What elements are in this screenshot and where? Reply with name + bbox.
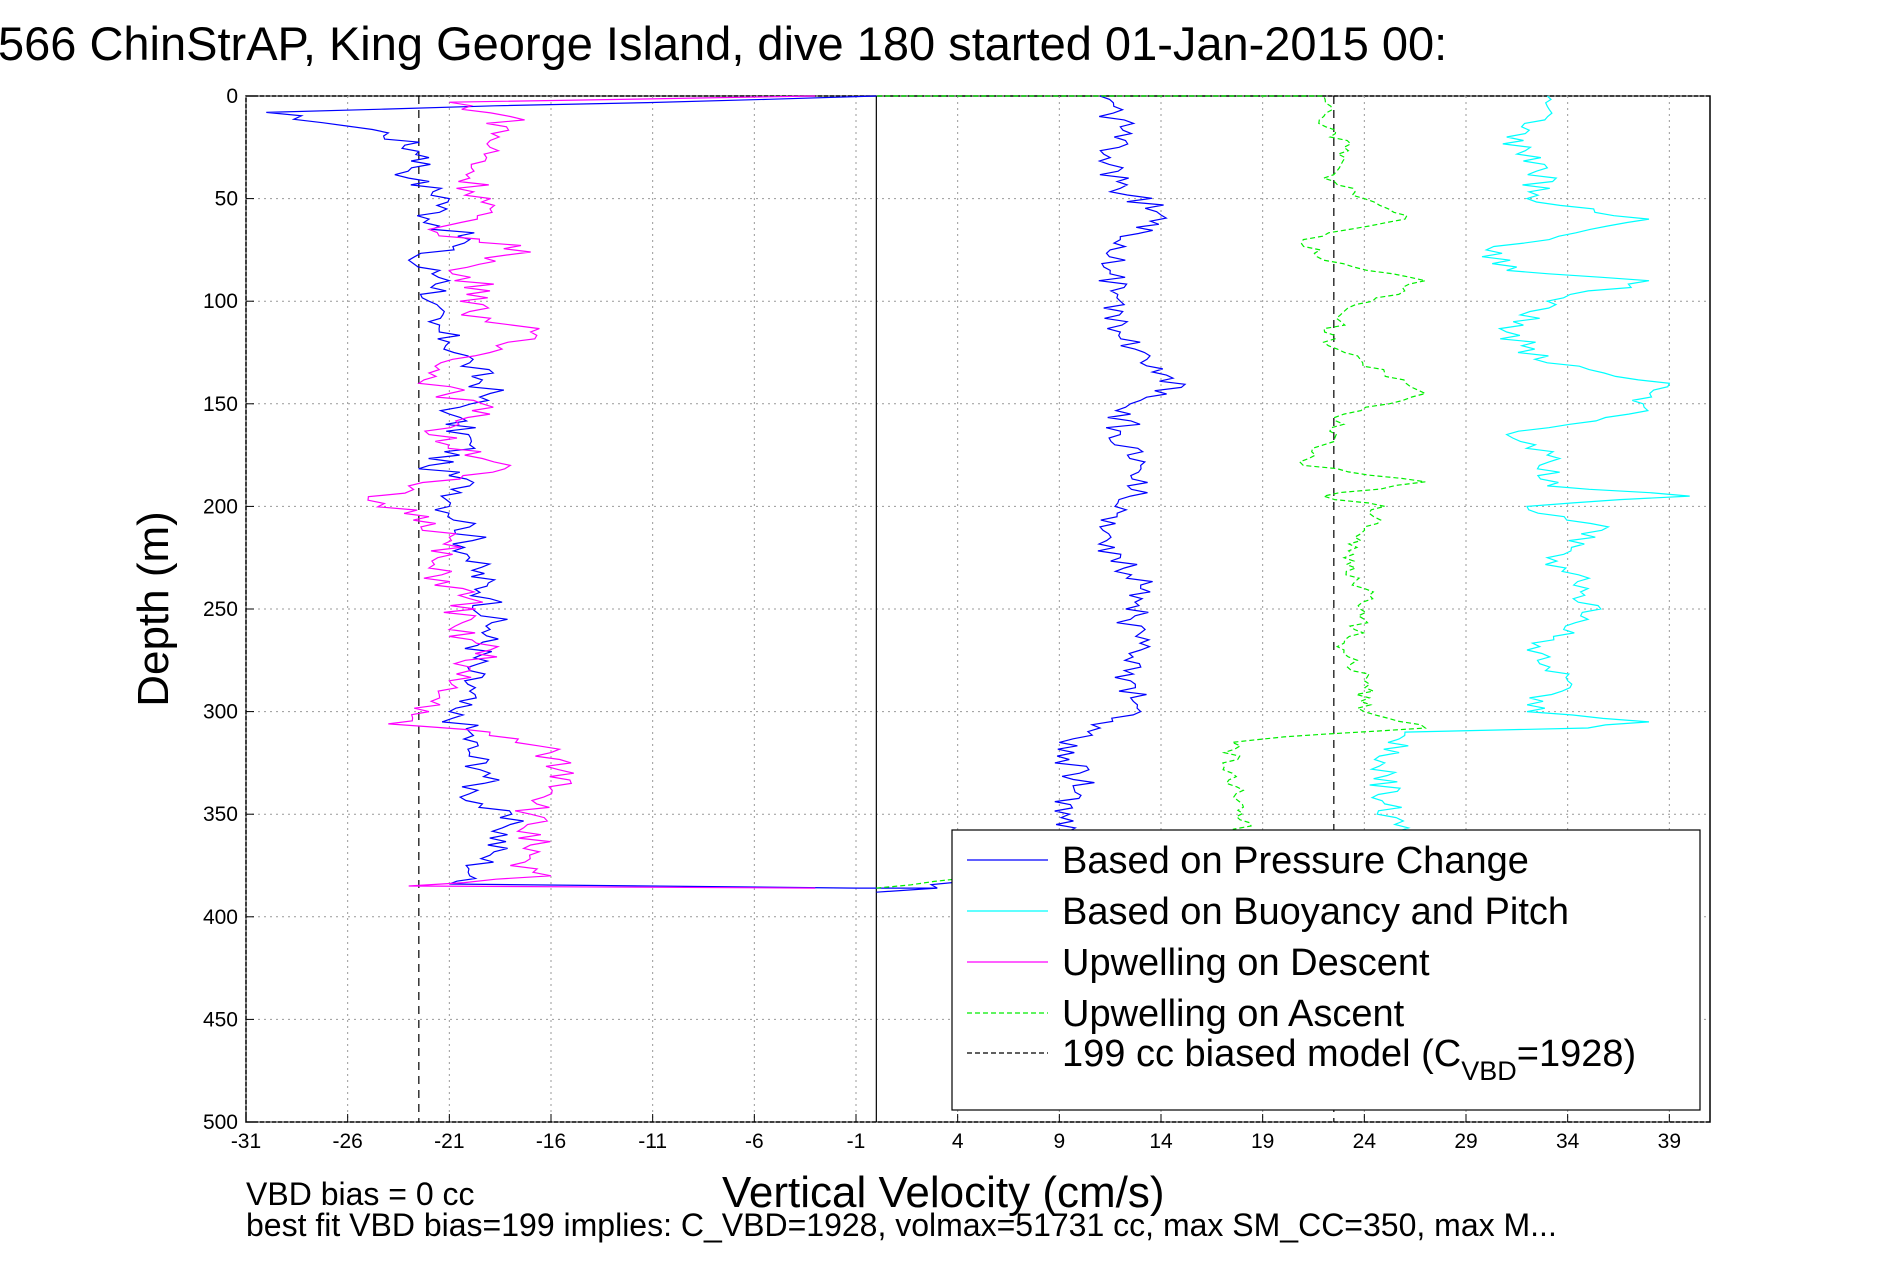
legend-label: Based on Buoyancy and Pitch xyxy=(1062,891,1569,933)
x-tick-label: -31 xyxy=(231,1130,261,1153)
x-tick-label: 29 xyxy=(1454,1130,1477,1153)
x-tick-label: -26 xyxy=(332,1130,362,1153)
upwelling-descent-line xyxy=(367,95,816,889)
legend-label: Based on Pressure Change xyxy=(1062,840,1529,882)
y-axis-label: Depth (m) xyxy=(129,511,178,707)
y-tick-label: 450 xyxy=(203,1008,238,1031)
legend-label-model: 199 cc biased model (CVBD=1928) xyxy=(1062,1033,1636,1086)
series-group xyxy=(266,95,1690,1122)
legend-label: Upwelling on Descent xyxy=(1062,942,1430,984)
x-tick-label: -16 xyxy=(536,1130,566,1153)
x-tick-label: 9 xyxy=(1053,1130,1065,1153)
x-tick-label: -6 xyxy=(745,1130,764,1153)
legend: Based on Pressure Change Based on Buoyanc… xyxy=(951,829,1701,1111)
y-tick-label: 200 xyxy=(203,495,238,518)
y-tick-label: 350 xyxy=(203,803,238,826)
chart-title: 566 ChinStrAP, King George Island, dive … xyxy=(0,17,1447,70)
x-tick-label: -1 xyxy=(847,1130,866,1153)
x-tick-label: 24 xyxy=(1353,1130,1377,1153)
legend-label: Upwelling on Ascent xyxy=(1062,993,1405,1035)
y-tick-label: 300 xyxy=(203,701,238,724)
y-axis-ticks: 0 50 100 150 200 250 300 350 400 450 500 xyxy=(203,85,254,1134)
x-tick-label: 34 xyxy=(1556,1130,1580,1153)
x-tick-label: -21 xyxy=(434,1130,464,1153)
x-tick-label: 39 xyxy=(1658,1130,1681,1153)
legend-box xyxy=(951,829,1701,1111)
y-tick-label: 500 xyxy=(203,1111,238,1134)
x-tick-label: -11 xyxy=(638,1130,667,1153)
buoyancy-pitch-line xyxy=(1369,95,1690,836)
y-tick-label: 50 xyxy=(215,188,238,211)
y-tick-label: 100 xyxy=(203,290,238,313)
x-axis-ticks: -31 -26 -21 -16 -11 -6 -1 4 9 14 19 24 29 34 39 xyxy=(231,1114,1681,1153)
x-tick-label: 14 xyxy=(1149,1130,1173,1153)
x-tick-label: 4 xyxy=(952,1130,964,1153)
y-tick-label: 0 xyxy=(226,85,238,108)
y-tick-label: 150 xyxy=(203,393,238,416)
vbd-bias-note: VBD bias = 0 cc xyxy=(246,1176,475,1212)
y-tick-label: 400 xyxy=(203,906,238,929)
legend-label-tail: =1928) xyxy=(1517,1033,1636,1075)
upwelling-ascent-line xyxy=(876,95,1428,889)
best-fit-note: best fit VBD bias=199 implies: C_VBD=192… xyxy=(246,1207,1557,1243)
x-axis-label: Vertical Velocity (cm/s) xyxy=(722,1168,1165,1217)
legend-label-subscript: VBD xyxy=(1461,1056,1517,1086)
x-tick-label: 19 xyxy=(1251,1130,1274,1153)
y-tick-label: 250 xyxy=(203,598,238,621)
pressure-change-ascent-line xyxy=(929,95,1187,889)
legend-label-main: 199 cc biased model (C xyxy=(1062,1033,1461,1075)
